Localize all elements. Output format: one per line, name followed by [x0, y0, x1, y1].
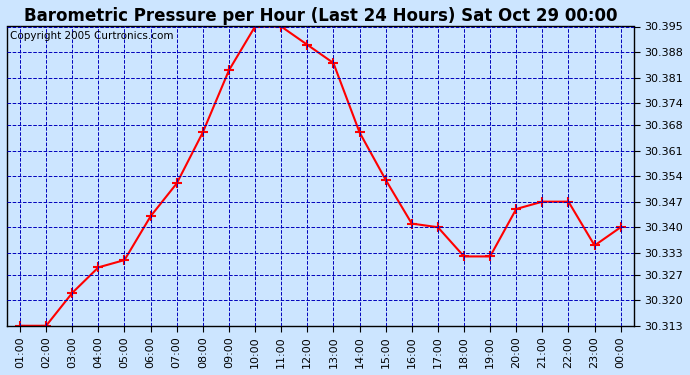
- Title: Barometric Pressure per Hour (Last 24 Hours) Sat Oct 29 00:00: Barometric Pressure per Hour (Last 24 Ho…: [23, 7, 617, 25]
- Text: Copyright 2005 Curtronics.com: Copyright 2005 Curtronics.com: [10, 31, 174, 41]
